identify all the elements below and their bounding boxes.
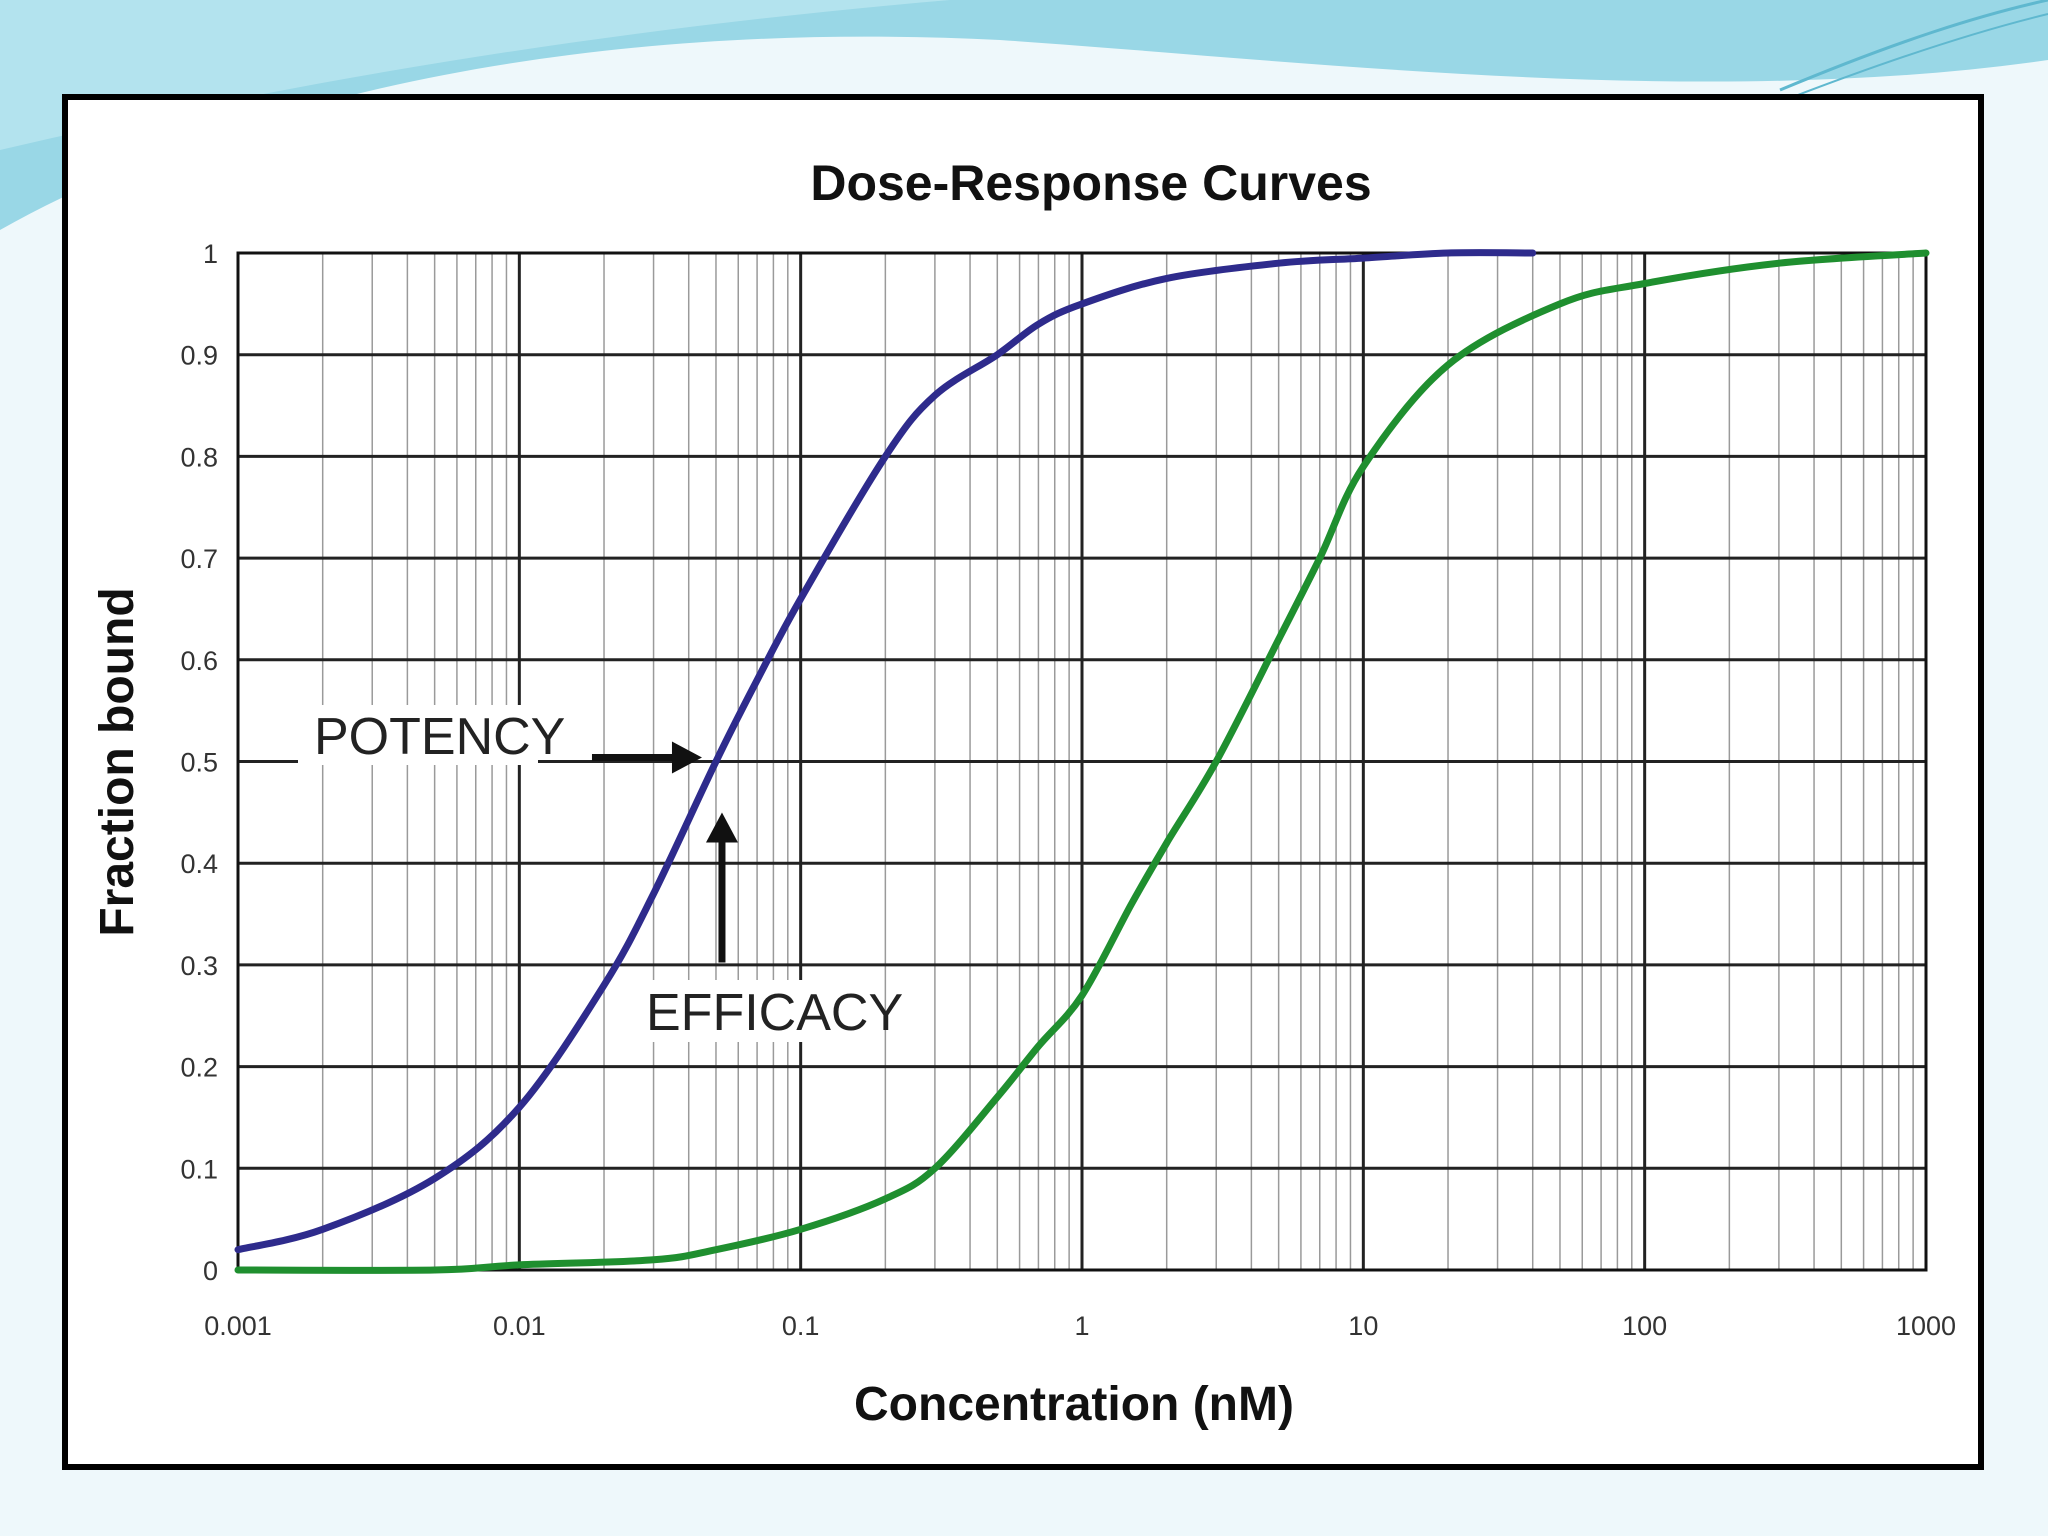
y-tick-label: 0.8 [180,442,218,472]
x-tick-label: 10 [1348,1311,1378,1341]
y-tick-labels: 0 0.1 0.2 0.3 0.4 0.5 0.6 0.7 0.8 0.9 1 [180,239,218,1286]
dose-response-chart: Dose-Response Curves 0.001 0.01 0.1 1 10 100 1… [91,155,1956,1431]
y-tick-label: 0.6 [180,646,218,676]
potency-label-bg [298,705,538,765]
top-swoosh-line-2 [1789,13,2048,99]
x-tick-labels: 0.001 0.01 0.1 1 10 100 1000 [204,1311,1956,1341]
y-tick-label: 1 [203,239,218,269]
y-tick-label: 0.1 [180,1154,218,1184]
efficacy-label-bg [628,980,868,1042]
x-tick-label: 1 [1074,1311,1089,1341]
plot-border [236,251,1928,1272]
potency-arrow-head [671,741,702,774]
top-swoosh-band [0,0,2048,230]
x-tick-label: 0.001 [204,1311,272,1341]
y-tick-label: 0.4 [180,849,218,879]
y-tick-label: 0.5 [180,748,218,778]
y-tick-label: 0.7 [180,544,218,574]
chart-title: Dose-Response Curves [810,155,1371,211]
x-axis-title: Concentration (nM) [854,1378,1294,1431]
potency-label: POTENCY [314,708,565,766]
top-swoosh-line-1 [1779,0,2048,92]
x-tick-label: 0.1 [782,1311,820,1341]
x-tick-label: 0.01 [493,1311,546,1341]
series-layer [234,249,1930,1274]
efficacy-label: EFFICACY [646,984,903,1042]
x-tick-label: 100 [1622,1311,1667,1341]
top-swoosh-light [0,0,950,150]
y-axis-title: Fraction bound [91,587,144,936]
efficacy-arrow-head [705,812,738,843]
y-tick-label: 0.9 [180,341,218,371]
y-tick-label: 0.3 [180,951,218,981]
y-tick-label: 0 [203,1256,218,1286]
series-line-1 [234,249,1537,1254]
y-tick-label: 0.2 [180,1053,218,1083]
annotations: POTENCY EFFICACY [298,705,903,1042]
series-line-2 [234,249,1930,1274]
x-tick-label: 1000 [1896,1311,1956,1341]
chart-frame: Dose-Response Curves 0.001 0.01 0.1 1 10 100 1… [62,94,1984,1470]
